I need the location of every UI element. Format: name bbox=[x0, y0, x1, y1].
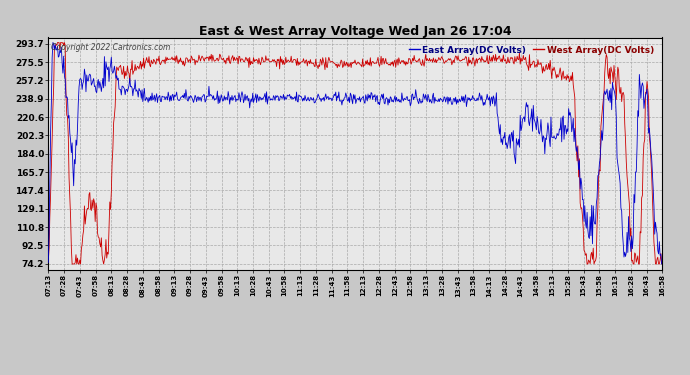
Legend: East Array(DC Volts), West Array(DC Volts): East Array(DC Volts), West Array(DC Volt… bbox=[405, 42, 658, 58]
Title: East & West Array Voltage Wed Jan 26 17:04: East & West Array Voltage Wed Jan 26 17:… bbox=[199, 24, 512, 38]
Text: Copyright 2022 Cartronics.com: Copyright 2022 Cartronics.com bbox=[51, 44, 170, 52]
